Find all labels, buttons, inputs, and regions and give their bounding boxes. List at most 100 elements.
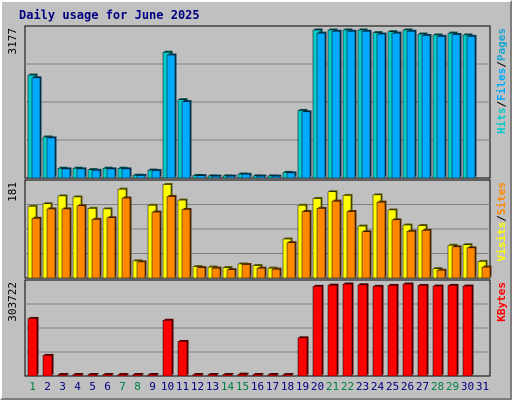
bar-files-day-19 [301,111,311,179]
bar-kbytes-day-17 [267,374,278,377]
bar-sites-day-11 [181,209,191,279]
bar-kbytes-day-21 [327,284,338,377]
x-tick-label: 8 [134,380,141,393]
x-tick-label: 15 [236,380,249,393]
bar-sites-day-2 [46,208,56,279]
x-tick-label: 16 [251,380,264,393]
bar-files-day-2 [46,137,56,179]
series-axis-label: Visits/Sites [495,182,508,262]
bar-shadow [228,174,237,177]
x-tick-label: 9 [149,380,156,393]
bar-sites-day-22 [346,211,356,279]
bar-files-day-15 [241,174,251,179]
bar-files-day-14 [226,175,236,179]
bar-sites-day-20 [316,208,326,279]
bar-files-day-5 [91,170,101,179]
bar-kbytes-day-24 [372,286,383,377]
bar-files-day-21 [331,31,341,179]
bar-kbytes-day-8 [132,374,143,377]
bar-kbytes-day-16 [252,374,263,377]
bar-sites-day-21 [331,200,341,279]
x-tick-label: 13 [206,380,219,393]
bar-sites-day-30 [466,247,476,279]
x-tick-label: 6 [104,380,111,393]
bar-kbytes-day-6 [102,374,113,377]
bar-sites-day-14 [226,269,236,279]
bar-sites-day-3 [61,208,71,279]
bar-kbytes-day-22 [342,283,353,377]
label-separator: / [495,215,508,222]
series-name-sites: Sites [495,182,508,215]
bar-sites-day-24 [376,201,386,279]
y-max-label: 181 [6,182,19,202]
bar-files-day-25 [391,32,401,179]
x-tick-label: 3 [59,380,66,393]
bar-shadow [269,373,279,375]
bar-files-day-22 [346,31,356,179]
x-tick-label: 14 [221,380,235,393]
bar-shadow [59,373,69,375]
x-axis-ticks: 1 2 3 4 5 6 7 8 9 10 11 12 13 14 15 16 17 18 19 20 21 22 23 24 2… [29,380,489,393]
bar-sites-day-29 [451,246,461,279]
bar-sites-day-25 [391,219,401,279]
x-tick-label: 25 [386,380,399,393]
bar-kbytes-day-19 [297,337,308,377]
bar-sites-day-6 [106,217,116,279]
bar-files-day-24 [376,33,386,179]
series-name-kbytes: KBytes [495,282,508,322]
bar-kbytes-day-3 [57,374,68,377]
bar-sites-day-26 [406,231,416,279]
x-tick-label: 24 [371,380,385,393]
bar-files-day-27 [421,35,431,179]
x-tick-label: 28 [431,380,444,393]
bar-files-day-11 [181,101,191,179]
bar-sites-day-10 [166,196,176,279]
bar-kbytes-day-2 [42,355,53,377]
bar-shadow [89,373,99,375]
bar-shadow [198,174,207,177]
x-tick-label: 22 [341,380,354,393]
bar-shadow [134,373,144,375]
bar-kbytes-day-30 [462,285,473,377]
x-tick-label: 11 [176,380,189,393]
bar-kbytes-day-4 [72,374,83,377]
bar-sites-day-15 [241,264,251,279]
bar-sites-day-12 [196,267,206,279]
bar-files-day-12 [196,175,206,179]
bar-sites-day-19 [301,211,311,279]
x-tick-label: 21 [326,380,339,393]
bar-kbytes-day-10 [162,320,173,377]
y-max-label: 303722 [6,282,19,322]
x-tick-label: 10 [161,380,174,393]
bar-shadow [224,373,234,375]
bar-files-day-20 [316,32,326,179]
bar-sites-day-16 [256,267,266,279]
bar-sites-day-13 [211,267,221,279]
bar-kbytes-day-7 [117,374,128,377]
x-tick-label: 20 [311,380,324,393]
panel-kbytes: 303722 KBytes [6,279,508,377]
x-tick-label: 23 [356,380,369,393]
bar-sites-day-23 [361,231,371,279]
chart-title: Daily usage for June 2025 [19,8,200,22]
bar-sites-day-4 [76,205,86,279]
bar-sites-day-9 [151,211,161,279]
series-name-pages: Pages [495,28,508,61]
bar-files-day-30 [466,36,476,179]
bar-kbytes-day-28 [432,285,443,377]
x-tick-label: 30 [461,380,474,393]
x-tick-label: 26 [401,380,414,393]
bar-shadow [258,174,267,177]
label-separator: / [495,61,508,68]
bar-files-day-4 [76,168,86,179]
bar-files-day-29 [451,34,461,179]
x-tick-label: 31 [476,380,489,393]
bar-kbytes-day-13 [207,374,218,377]
x-tick-label: 18 [281,380,294,393]
series-axis-label: KBytes [495,282,508,322]
bar-shadow [254,373,264,375]
